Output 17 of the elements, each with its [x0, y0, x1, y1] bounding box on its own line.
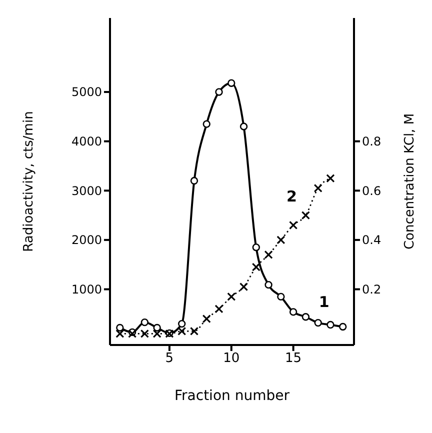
y2-tick-label: 0.2	[362, 282, 382, 297]
y-tick-label: 1000	[71, 282, 102, 297]
y-tick-label: 2000	[71, 233, 102, 248]
y2-axis-title: Concentration KCl, M	[402, 113, 418, 250]
y2-tick-label: 0.6	[362, 184, 382, 198]
x-axis-title: Fraction number	[174, 388, 290, 404]
y-tick-label: 4000	[71, 134, 102, 149]
series-label: 2	[286, 187, 297, 206]
series-label: 1	[318, 292, 330, 311]
y2-tick-label: 0.4	[362, 233, 382, 248]
x-tick-label: 15	[285, 351, 302, 366]
y2-tick-label: 0.8	[362, 134, 382, 149]
x-tick-label: 5	[165, 351, 174, 366]
x-tick-label: 10	[223, 351, 240, 366]
y-tick-label: 3000	[71, 184, 102, 198]
y-tick-label: 5000	[71, 85, 102, 100]
y-axis-title: Radioactivity, cts/min	[22, 111, 37, 252]
